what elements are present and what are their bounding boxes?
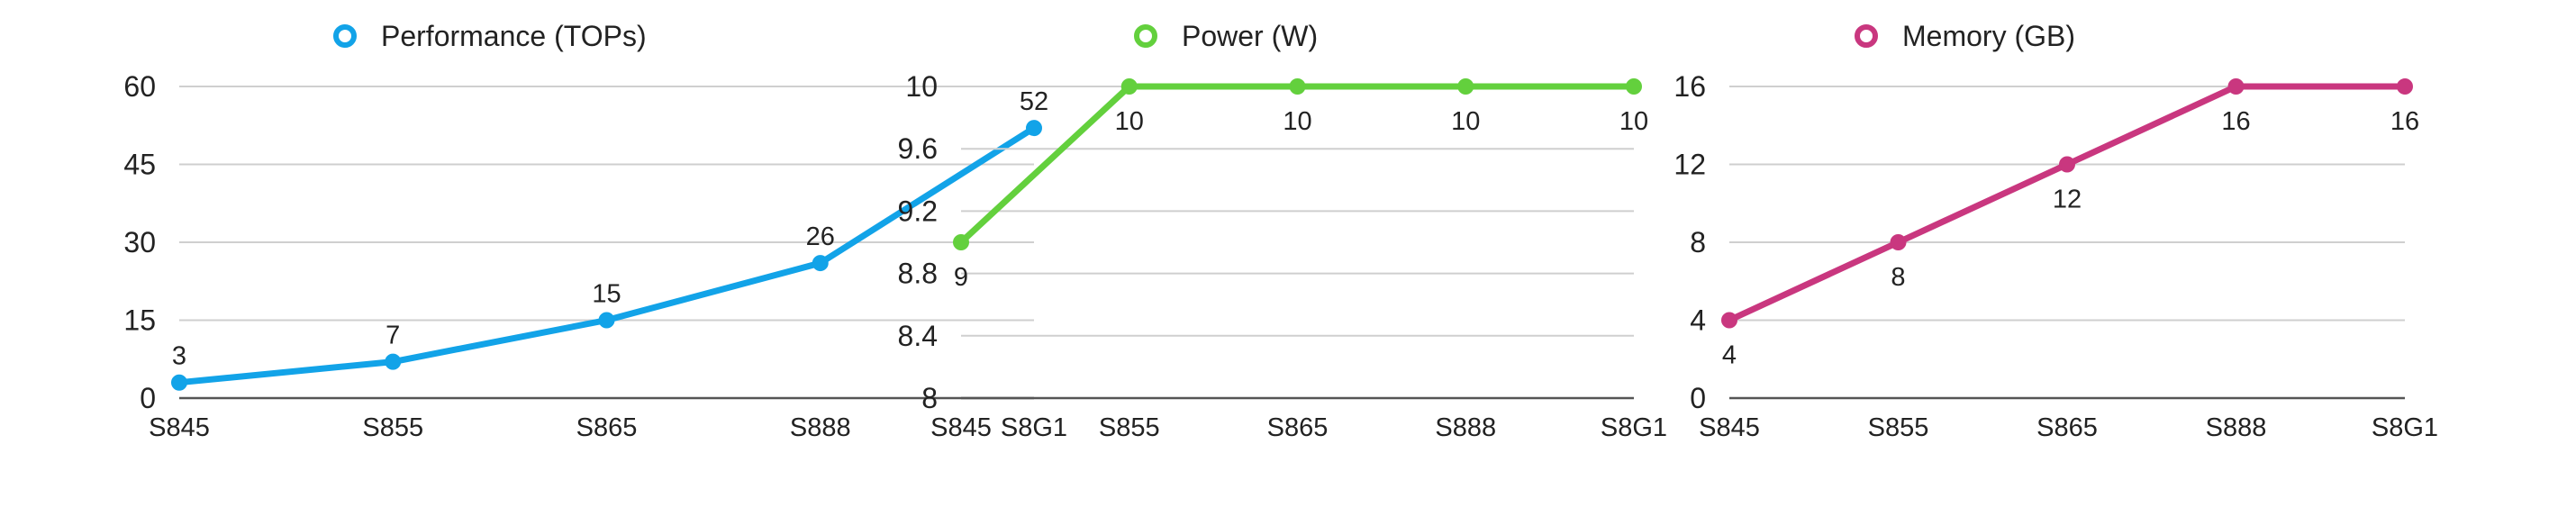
legend-label: Memory (GB) bbox=[1902, 20, 2075, 52]
y-tick-label: 4 bbox=[1690, 304, 1706, 337]
data-point bbox=[953, 234, 969, 250]
data-label: 10 bbox=[1115, 107, 1144, 136]
data-point bbox=[2227, 78, 2245, 95]
x-tick-label: S855 bbox=[1868, 413, 1929, 442]
data-point bbox=[1457, 78, 1474, 95]
y-tick-label: 45 bbox=[123, 149, 156, 181]
x-tick-label: S888 bbox=[790, 413, 851, 442]
y-tick-label: 12 bbox=[1673, 149, 1706, 181]
data-label: 10 bbox=[1283, 107, 1311, 136]
chart-1: 0 15 30 45 60 S845 S855 S865 S888 S8G1 3 7 15 26 52 Per… bbox=[123, 20, 1067, 442]
legend-label: Power (W) bbox=[1182, 20, 1318, 52]
y-tick-label: 8.8 bbox=[898, 258, 938, 290]
legend-marker bbox=[333, 24, 357, 48]
legend: Performance (TOPs) bbox=[333, 20, 647, 52]
data-label: 16 bbox=[2221, 107, 2250, 136]
data-point bbox=[1721, 312, 1737, 329]
x-tick-label: S8G1 bbox=[1601, 413, 1667, 442]
x-tick-label: S855 bbox=[1099, 413, 1160, 442]
y-tick-label: 10 bbox=[905, 70, 938, 103]
x-tick-label: S865 bbox=[2036, 413, 2098, 442]
x-tick-label: S845 bbox=[1699, 413, 1760, 442]
y-tick-label: 0 bbox=[1690, 382, 1706, 414]
data-label: 15 bbox=[592, 280, 621, 309]
data-label: 52 bbox=[1020, 87, 1048, 116]
data-label: 7 bbox=[385, 322, 400, 350]
data-point bbox=[1026, 120, 1042, 137]
data-point bbox=[1890, 234, 1907, 250]
data-label: 10 bbox=[1451, 107, 1480, 136]
data-point bbox=[2397, 78, 2413, 95]
y-tick-label: 60 bbox=[123, 70, 156, 103]
legend: Power (W) bbox=[1134, 20, 1318, 52]
data-point bbox=[171, 374, 187, 391]
y-tick-label: 9.6 bbox=[898, 132, 938, 165]
data-label: 16 bbox=[2390, 107, 2419, 136]
x-tick-label: S865 bbox=[576, 413, 638, 442]
y-tick-label: 15 bbox=[123, 304, 156, 337]
legend-marker bbox=[1134, 24, 1157, 48]
data-point bbox=[1120, 78, 1138, 95]
x-tick-label: S888 bbox=[1435, 413, 1496, 442]
y-tick-label: 9.2 bbox=[898, 195, 938, 227]
data-point bbox=[385, 353, 402, 370]
y-tick-label: 8 bbox=[921, 382, 938, 414]
data-point bbox=[1289, 78, 1306, 95]
legend-marker bbox=[1855, 24, 1878, 48]
x-tick-label: S888 bbox=[2206, 413, 2267, 442]
x-tick-label: S845 bbox=[149, 413, 210, 442]
y-tick-label: 16 bbox=[1673, 70, 1706, 103]
y-tick-label: 8.4 bbox=[898, 320, 938, 352]
x-tick-label: S855 bbox=[362, 413, 423, 442]
legend-label: Performance (TOPs) bbox=[381, 20, 647, 52]
y-tick-label: 30 bbox=[123, 226, 156, 258]
data-point bbox=[2059, 156, 2075, 173]
data-label: 3 bbox=[172, 342, 186, 371]
data-point bbox=[598, 312, 615, 329]
x-tick-label: S8G1 bbox=[1001, 413, 1067, 442]
data-label: 8 bbox=[1891, 263, 1905, 292]
y-tick-label: 0 bbox=[140, 382, 156, 414]
data-label: 26 bbox=[806, 222, 835, 251]
data-label: 4 bbox=[1722, 341, 1737, 370]
data-point bbox=[1626, 78, 1642, 95]
chart-2: 8 8.4 8.8 9.2 9.6 10 S845 S855 S865 S888 S8G1 9 10 10… bbox=[898, 20, 1668, 442]
legend: Memory (GB) bbox=[1855, 20, 2075, 52]
data-label: 12 bbox=[2053, 186, 2082, 214]
data-label: 9 bbox=[954, 263, 968, 292]
x-tick-label: S8G1 bbox=[2372, 413, 2438, 442]
x-tick-label: S865 bbox=[1267, 413, 1329, 442]
data-label: 10 bbox=[1619, 107, 1648, 136]
x-tick-label: S845 bbox=[930, 413, 992, 442]
data-point bbox=[812, 255, 829, 272]
y-tick-label: 8 bbox=[1690, 226, 1706, 258]
